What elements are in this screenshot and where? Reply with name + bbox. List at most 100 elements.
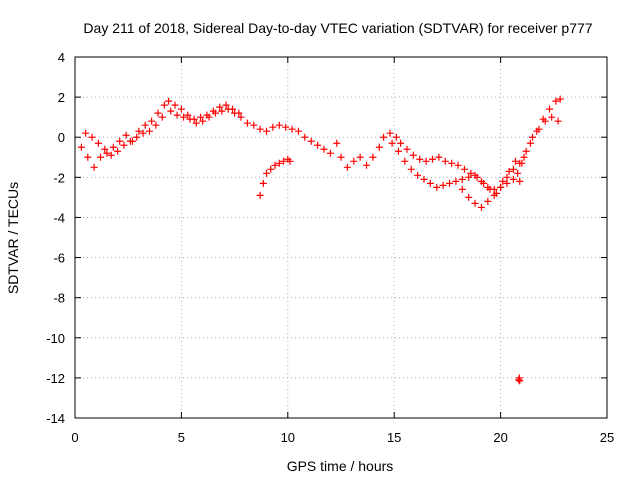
data-point xyxy=(94,139,102,147)
data-point xyxy=(414,171,422,179)
data-point xyxy=(256,191,264,199)
data-point xyxy=(122,131,130,139)
data-points xyxy=(77,95,564,385)
data-point xyxy=(452,177,460,185)
y-tick-label: -2 xyxy=(53,170,65,185)
x-tick-label: 10 xyxy=(281,430,295,445)
data-point xyxy=(180,113,188,121)
data-point xyxy=(556,95,564,103)
data-point xyxy=(263,127,271,135)
data-point xyxy=(484,197,492,205)
data-point xyxy=(394,147,402,155)
data-point xyxy=(356,153,364,161)
data-point xyxy=(237,113,245,121)
data-point xyxy=(320,145,328,153)
data-point xyxy=(171,101,179,109)
data-point xyxy=(173,111,181,119)
series-arc-6 xyxy=(458,113,562,211)
data-point xyxy=(511,157,519,165)
data-point xyxy=(126,137,134,145)
data-point xyxy=(256,125,264,133)
data-point xyxy=(192,119,200,127)
data-point xyxy=(275,121,283,129)
data-point xyxy=(197,113,205,121)
data-point xyxy=(509,165,517,173)
data-point xyxy=(114,147,122,155)
data-point xyxy=(133,133,141,141)
data-point xyxy=(90,163,98,171)
data-point xyxy=(514,169,522,177)
data-point xyxy=(216,103,224,111)
data-point xyxy=(499,177,507,185)
data-point xyxy=(397,139,405,147)
data-point xyxy=(465,193,473,201)
data-point xyxy=(554,117,562,125)
y-tick-label: -8 xyxy=(53,291,65,306)
data-point xyxy=(439,181,447,189)
data-point xyxy=(337,153,345,161)
data-point xyxy=(326,149,334,157)
data-point xyxy=(403,145,411,153)
data-point xyxy=(497,183,505,191)
series-arc-4 xyxy=(333,129,526,197)
data-point xyxy=(286,157,294,165)
data-point xyxy=(141,121,149,129)
data-point xyxy=(84,153,92,161)
data-point xyxy=(235,109,243,117)
data-point xyxy=(271,161,279,169)
data-point xyxy=(288,125,296,133)
data-point xyxy=(77,143,85,151)
data-point xyxy=(369,153,377,161)
data-point xyxy=(433,183,441,191)
data-point xyxy=(505,167,513,175)
data-point xyxy=(282,123,290,131)
data-point xyxy=(97,153,105,161)
data-point xyxy=(135,127,143,135)
y-tick-label: -14 xyxy=(46,411,65,426)
y-tick-label: -4 xyxy=(53,210,65,225)
data-point xyxy=(471,171,479,179)
data-point xyxy=(280,157,288,165)
data-point xyxy=(477,177,485,185)
data-point xyxy=(152,121,160,129)
y-tick-label: 2 xyxy=(58,90,65,105)
data-point xyxy=(109,143,117,151)
series-arc-7 xyxy=(514,95,564,177)
data-point xyxy=(509,175,517,183)
data-point xyxy=(552,97,560,105)
data-point xyxy=(548,113,556,121)
data-point xyxy=(465,173,473,181)
y-tick-label: -10 xyxy=(46,331,65,346)
data-point xyxy=(160,101,168,109)
data-point xyxy=(490,185,498,193)
data-point xyxy=(190,115,198,123)
data-point xyxy=(107,151,115,159)
y-tick-label: 4 xyxy=(58,50,65,65)
data-point xyxy=(269,123,277,131)
data-point xyxy=(103,149,111,157)
data-point xyxy=(343,163,351,171)
data-point xyxy=(116,137,124,145)
data-point xyxy=(165,97,173,105)
x-axis-title: GPS time / hours xyxy=(287,458,394,474)
data-point xyxy=(429,155,437,163)
data-point xyxy=(539,115,547,123)
data-point xyxy=(209,107,217,115)
x-tick-label: 15 xyxy=(387,430,401,445)
data-point xyxy=(263,169,271,177)
plot-frame xyxy=(74,56,608,419)
data-point xyxy=(458,175,466,183)
data-point xyxy=(526,139,534,147)
data-point xyxy=(477,203,485,211)
data-point xyxy=(294,127,302,135)
data-point xyxy=(259,179,267,187)
y-tick-label: -6 xyxy=(53,251,65,266)
data-point xyxy=(416,155,424,163)
data-point xyxy=(139,129,147,137)
data-point xyxy=(380,133,388,141)
data-point xyxy=(401,157,409,165)
data-point xyxy=(243,119,251,127)
data-point xyxy=(546,105,554,113)
y-tick-label: -12 xyxy=(46,371,65,386)
